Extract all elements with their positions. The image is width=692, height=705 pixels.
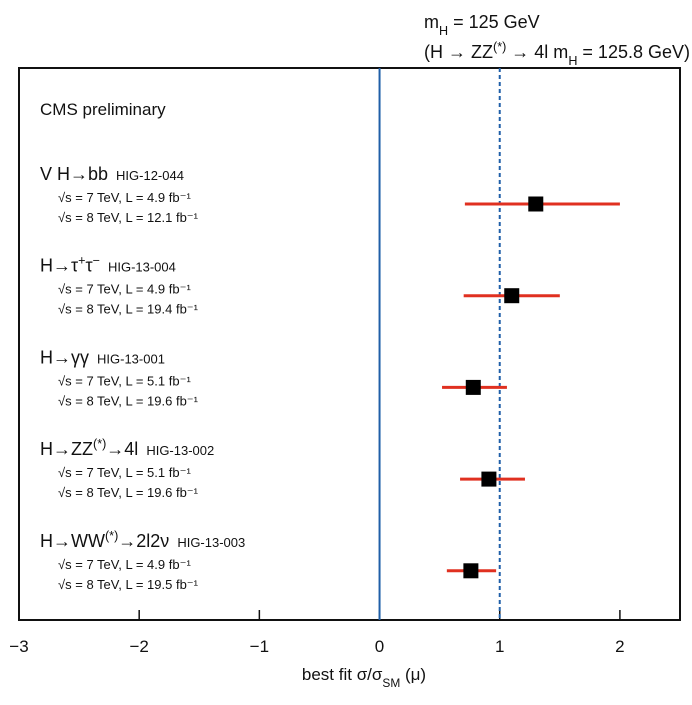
analysis-code: HIG-13-004 [108,260,176,275]
text-part: → 4l m [506,42,568,62]
rich-text: H→γγ HIG-13-001 [40,347,165,367]
condition: √s = 8 TeV, L = 19.4 fb⁻¹ [58,302,199,317]
text-part: + [78,254,85,268]
text-part: (*) [105,529,118,543]
analysis-code: HIG-13-003 [177,535,245,550]
x-tick-label: 2 [615,637,624,656]
condition: √s = 7 TeV, L = 5.1 fb⁻¹ [58,373,191,388]
condition: √s = 7 TeV, L = 4.9 fb⁻¹ [58,557,191,572]
text-part: = 125.8 GeV) [577,42,690,62]
text-part: τ [85,256,92,276]
x-tick-label: −3 [9,637,28,656]
rich-text: best fit σ/σSM (μ) [302,665,426,690]
x-tick-label: −2 [129,637,148,656]
rich-text: V H→bb HIG-12-044 [40,164,184,184]
text-part: SM [382,676,400,690]
text-part: (*) [93,437,106,451]
condition: √s = 7 TeV, L = 4.9 fb⁻¹ [58,282,191,297]
rich-text: H→ZZ(*)→4l HIG-13-002 [40,437,214,459]
rich-text: (H → ZZ(*) → 4l mH = 125.8 GeV) [424,40,690,68]
text-part: − [93,254,100,268]
text-part: m [424,12,439,32]
condition: √s = 7 TeV, L = 5.1 fb⁻¹ [58,465,191,480]
x-tick-label: −1 [250,637,269,656]
x-tick-label: 1 [495,637,504,656]
text-part: (μ) [400,665,426,684]
rich-text: mH = 125 GeV [424,12,540,38]
text-part: H→WW [40,531,105,551]
analysis-code: HIG-13-001 [97,351,165,366]
text-part: →4l [106,439,138,459]
analysis-code: HIG-13-002 [146,443,214,458]
text-part: (H → ZZ [424,42,493,62]
text-part: →2l2ν [118,531,169,551]
marker [465,379,481,395]
condition: √s = 7 TeV, L = 4.9 fb⁻¹ [58,190,191,205]
condition: √s = 8 TeV, L = 19.6 fb⁻¹ [58,393,199,408]
condition: √s = 8 TeV, L = 12.1 fb⁻¹ [58,210,199,225]
x-tick-label: 0 [375,637,384,656]
marker [481,471,497,487]
plot-frame [18,67,681,621]
text-part: H [568,54,577,68]
rich-text: H→WW(*)→2l2ν HIG-13-003 [40,529,245,551]
text-part: best fit σ/σ [302,665,383,684]
condition: √s = 8 TeV, L = 19.6 fb⁻¹ [58,485,199,500]
text-part: H→ZZ [40,439,93,459]
text-part: H→τ [40,256,78,276]
text-part: H→γγ [40,347,89,367]
marker [528,196,544,212]
marker [504,288,520,304]
text-part: (*) [493,40,506,54]
marker [463,563,479,579]
rich-text: H→τ+τ− HIG-13-004 [40,254,176,276]
condition: √s = 8 TeV, L = 19.5 fb⁻¹ [58,577,199,592]
text-part: = 125 GeV [448,12,540,32]
text-part: H [439,24,448,38]
analysis-code: HIG-12-044 [116,168,184,183]
inner-title: CMS preliminary [40,100,166,119]
text-part: V H→bb [40,164,108,184]
